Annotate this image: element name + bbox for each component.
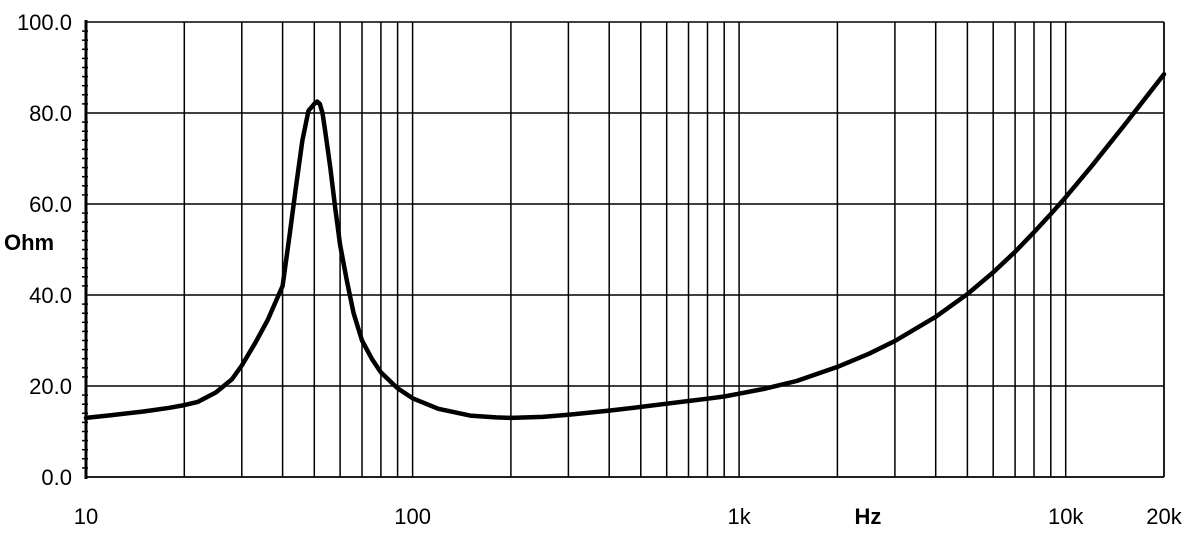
x-tick-label: 10k [1048, 504, 1084, 529]
y-tick-label: 60.0 [29, 192, 72, 217]
impedance-curve [83, 72, 1167, 421]
y-tick-labels: 0.0 20.0 40.0 60.0 80.0 100.0 [17, 10, 72, 490]
y-tick-label: 80.0 [29, 101, 72, 126]
x-tick-labels: 10 100 1k 10k 20k [74, 504, 1183, 529]
y-tick-label: 100.0 [17, 10, 72, 35]
plot-frame [84, 20, 1164, 479]
x-tick-label: 100 [394, 504, 431, 529]
x-tick-label: 10 [74, 504, 98, 529]
y-tick-label: 0.0 [41, 465, 72, 490]
x-axis-label: Hz [855, 504, 882, 529]
y-tick-label: 20.0 [29, 374, 72, 399]
y-tick-label: 40.0 [29, 283, 72, 308]
x-tick-label: 1k [727, 504, 751, 529]
y-axis-label: Ohm [4, 230, 54, 255]
x-tick-label: 20k [1146, 504, 1182, 529]
